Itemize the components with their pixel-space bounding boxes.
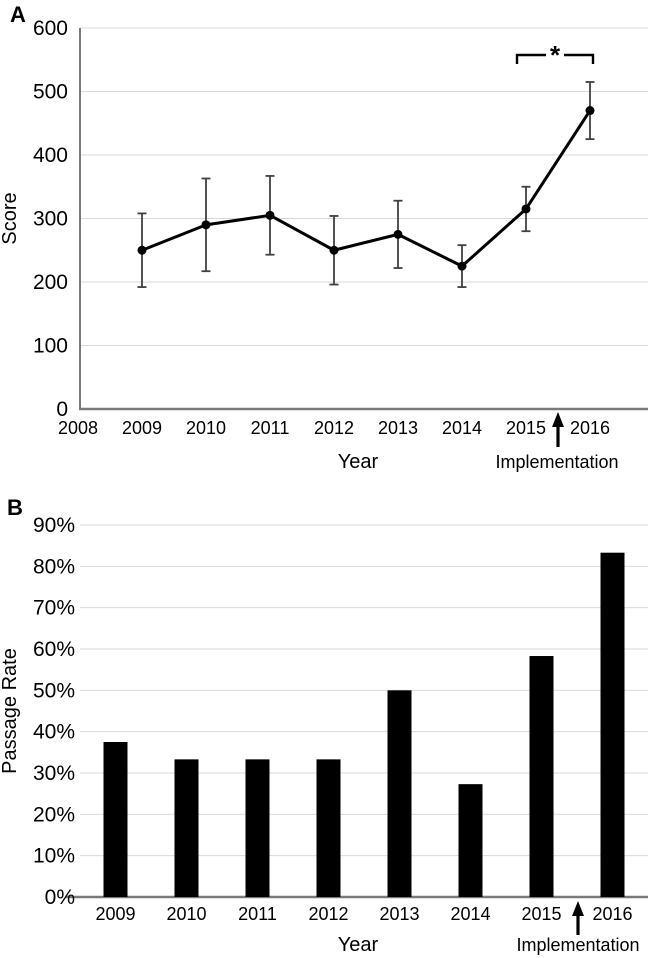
y-tick-label: 200	[33, 271, 68, 294]
y-tick-label: 70%	[33, 597, 75, 620]
y-tick-label: 400	[33, 144, 68, 167]
x-tick-label: 2013	[379, 904, 419, 924]
x-tick-label: 2008	[58, 418, 98, 438]
data-point-2013	[393, 229, 403, 239]
data-point-2015	[521, 204, 531, 214]
implementation-arrow-icon	[552, 412, 564, 447]
bar-chart-passage-rate-by-year: 0% 10% 20% 30% 40% 50% 60% 70% 80% 90% 2009 2010 201…	[0, 514, 648, 956]
bar-2014	[458, 784, 483, 897]
y-tick-label: 50%	[33, 679, 75, 702]
bar-2016	[600, 552, 625, 897]
y-tick-label: 0%	[45, 886, 75, 909]
x-tick-label: 2012	[314, 418, 354, 438]
implementation-label: Implementation	[495, 452, 618, 472]
series-line	[141, 109, 592, 268]
x-tick-label: 2015	[521, 904, 561, 924]
line-chart-score-by-year: 0 100 200 300 400 500 600 2008 2009 2010 2011 2012 2…	[0, 17, 648, 473]
bar-2011	[245, 759, 270, 897]
panel-b-letter: B	[7, 495, 23, 520]
bar-2009	[103, 742, 128, 897]
panel-a-letter: A	[10, 2, 26, 27]
x-tick-label: 2010	[166, 904, 206, 924]
bar-2012	[316, 759, 341, 897]
y-tick-label: 20%	[33, 803, 75, 826]
y-tick-label: 300	[33, 208, 68, 231]
x-tick-label: 2011	[238, 904, 277, 924]
data-point-2009	[137, 245, 147, 255]
y-tick-label: 600	[33, 17, 68, 40]
x-tick-label: 2012	[308, 904, 348, 924]
x-tick-label: 2013	[378, 418, 418, 438]
bar-2010	[174, 759, 199, 897]
x-tick-label: 2014	[450, 904, 490, 924]
x-tick-label: 2015	[506, 418, 546, 438]
x-axis-title: Year	[338, 934, 379, 956]
x-tick-label: 2009	[122, 418, 162, 438]
bar-2015	[529, 656, 554, 897]
y-tick-label: 60%	[33, 638, 75, 661]
implementation-arrow-icon	[572, 901, 584, 935]
x-tick-label: 2016	[592, 904, 632, 924]
y-axis-title: Passage Rate	[0, 648, 21, 774]
y-axis-title: Score	[0, 192, 21, 244]
y-tick-label: 80%	[33, 555, 75, 578]
data-point-2014	[457, 261, 467, 271]
y-tick-label: 100	[33, 335, 68, 358]
x-tick-label: 2011	[251, 418, 290, 438]
bar-2013	[387, 690, 412, 897]
y-tick-label: 0	[56, 398, 68, 421]
data-point-2011	[265, 210, 275, 220]
data-point-2016	[585, 106, 595, 116]
y-tick-label: 40%	[33, 721, 75, 744]
data-point-2010	[201, 220, 211, 230]
implementation-label: Implementation	[516, 935, 639, 955]
y-tick-label: 10%	[33, 845, 75, 868]
data-point-2012	[329, 245, 339, 255]
x-tick-label: 2016	[570, 418, 610, 438]
significance-bracket	[515, 53, 595, 64]
x-tick-label: 2014	[442, 418, 482, 438]
y-tick-label: 90%	[33, 514, 75, 537]
y-tick-label: 30%	[33, 762, 75, 785]
significance-asterisk: *	[550, 40, 561, 70]
x-tick-label: 2009	[95, 904, 135, 924]
y-tick-label: 500	[33, 81, 68, 104]
x-axis-title: Year	[338, 451, 379, 473]
x-tick-label: 2010	[186, 418, 226, 438]
